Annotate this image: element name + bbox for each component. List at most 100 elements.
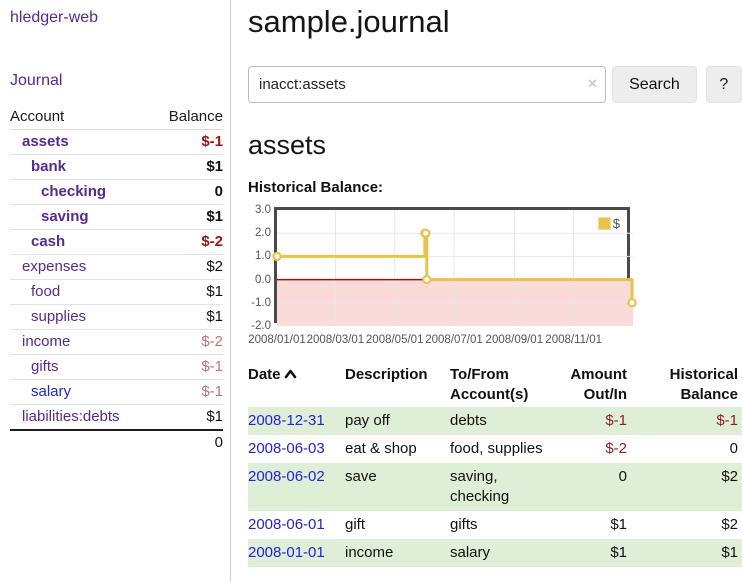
transaction-accounts: debts	[450, 412, 487, 429]
chart-section-label: Historical Balance:	[248, 179, 384, 196]
y-axis-tick-label: 2.0	[255, 227, 271, 240]
register-header-description: Description	[345, 366, 428, 383]
account-balance: $2	[152, 254, 223, 280]
account-row: checking 0	[10, 179, 223, 205]
account-link[interactable]: gifts	[31, 358, 59, 375]
y-axis-tick-label: -1.0	[251, 296, 271, 309]
search-button[interactable]: Search	[612, 66, 697, 103]
y-axis-tick-label: -2.0	[251, 320, 271, 332]
transaction-date-link[interactable]: 2008-06-02	[248, 468, 325, 485]
transaction-balance: 0	[729, 440, 738, 457]
account-link[interactable]: cash	[31, 233, 66, 250]
x-axis-tick-label: 2008/11/01	[545, 334, 602, 346]
account-row: liabilities:debts $1	[10, 404, 223, 431]
transaction-date-link[interactable]: 2008-06-01	[248, 516, 325, 533]
account-link[interactable]: food	[31, 283, 61, 300]
sort-ascending-icon	[284, 369, 296, 379]
transaction-row[interactable]: 2008-06-01 gift gifts $1 $2	[248, 511, 742, 539]
app-brand-link[interactable]: hledger-web	[10, 9, 99, 26]
account-row: gifts $-1	[10, 354, 223, 380]
account-row: salary $-1	[10, 379, 223, 405]
account-row: bank $1	[10, 154, 223, 180]
transaction-row[interactable]: 2008-06-03 eat & shop food, supplies $-2 0	[248, 435, 742, 463]
account-link[interactable]: expenses	[22, 258, 87, 275]
account-balance: $1	[152, 279, 223, 305]
sidebar-item-journal[interactable]: Journal	[10, 72, 63, 89]
chart-legend: $	[595, 215, 622, 232]
account-balance: $1	[152, 304, 223, 330]
transaction-amount: $-1	[605, 412, 627, 429]
account-balance: $-2	[152, 229, 223, 255]
account-link[interactable]: supplies	[31, 308, 87, 325]
x-axis-tick-label: 2008/09/01	[485, 334, 544, 346]
transaction-accounts: saving, checking	[450, 468, 510, 505]
account-balance: $1	[152, 404, 223, 431]
account-balance: $1	[152, 204, 223, 230]
transaction-amount: $1	[610, 516, 627, 533]
transaction-accounts: gifts	[450, 516, 478, 533]
help-button[interactable]: ?	[705, 66, 742, 103]
search-input[interactable]	[248, 66, 607, 103]
account-title: assets	[248, 130, 327, 160]
accounts-total-value: 0	[152, 429, 223, 455]
account-link[interactable]: income	[22, 333, 71, 350]
y-axis-tick-label: 3.0	[255, 204, 271, 216]
transaction-description: save	[345, 468, 377, 485]
account-link[interactable]: salary	[31, 383, 72, 400]
account-balance: $-1	[152, 354, 223, 380]
transaction-description: eat & shop	[345, 440, 417, 457]
transaction-date-link[interactable]: 2008-06-03	[248, 440, 325, 457]
transaction-balance: $-1	[716, 412, 738, 429]
accounts-total-spacer	[10, 429, 153, 455]
transaction-row[interactable]: 2008-12-31 pay off debts $-1 $-1	[248, 407, 742, 435]
transaction-balance: $2	[721, 468, 738, 485]
page-title: sample.journal	[248, 4, 450, 39]
x-axis-tick-label: 2008/01/01	[248, 334, 306, 346]
transaction-amount: $1	[610, 544, 627, 561]
account-balance: 0	[152, 179, 223, 205]
register-header-date[interactable]: Date	[248, 363, 345, 407]
account-row: cash $-2	[10, 229, 223, 255]
account-balance: $1	[152, 154, 223, 180]
register-header-balance: Historical Balance	[669, 366, 738, 403]
sidebar: hledger-web Journal Account Balance asse…	[0, 0, 231, 582]
chart-plot[interactable]: $	[272, 207, 637, 326]
x-axis-tick-label: 2008/07/01	[425, 334, 483, 346]
accounts-table: Account Balance assets $-1 bank $1 checking 0…	[10, 105, 223, 455]
transaction-accounts: salary	[450, 544, 491, 561]
account-balance: $-2	[152, 329, 223, 355]
legend-swatch-icon	[597, 217, 611, 230]
transaction-amount: 0	[618, 468, 627, 485]
register-header-accounts: To/From Account(s)	[450, 366, 529, 403]
transaction-accounts: food, supplies	[450, 440, 543, 457]
account-link[interactable]: saving	[41, 208, 89, 225]
clear-search-icon[interactable]: ×	[587, 75, 598, 93]
account-row: income $-2	[10, 329, 223, 355]
transaction-date-link[interactable]: 2008-01-01	[248, 544, 325, 561]
account-link[interactable]: bank	[31, 158, 67, 175]
accounts-header-account: Account	[10, 105, 153, 130]
transaction-amount: $-2	[605, 440, 627, 457]
transaction-description: income	[345, 544, 394, 561]
transaction-row[interactable]: 2008-01-01 income salary $1 $1	[248, 539, 742, 567]
x-axis-tick-label: 2008/03/01	[306, 334, 365, 346]
account-balance: $-1	[152, 379, 223, 405]
account-row: supplies $1	[10, 304, 223, 330]
transaction-balance: $2	[721, 516, 738, 533]
y-axis-tick-label: 1.0	[255, 250, 271, 263]
account-row: expenses $2	[10, 254, 223, 280]
historical-balance-chart: $ 3.0 2.0 1.0 0.0 -1.0 -2.0 2008/01/01 2008/03/…	[248, 204, 742, 347]
transaction-description: pay off	[345, 412, 390, 429]
account-link[interactable]: liabilities:debts	[22, 408, 120, 425]
transaction-date-link[interactable]: 2008-12-31	[248, 412, 325, 429]
register-header-amount: Amount Out/In	[570, 366, 627, 403]
search-bar: × Search ?	[248, 66, 742, 103]
account-balance: $-1	[152, 129, 223, 155]
register-table: Date Description To/From Account(s) Amou…	[248, 363, 742, 567]
account-link[interactable]: assets	[22, 133, 69, 150]
account-row: food $1	[10, 279, 223, 305]
account-link[interactable]: checking	[41, 183, 107, 200]
x-axis-tick-label: 2008/05/01	[365, 334, 424, 346]
accounts-header-balance: Balance	[152, 105, 223, 130]
transaction-row[interactable]: 2008-06-02 save saving, checking 0 $2	[248, 463, 742, 511]
